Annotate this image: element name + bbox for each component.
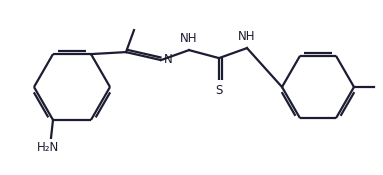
- Text: N: N: [164, 53, 173, 66]
- Text: S: S: [215, 84, 223, 97]
- Text: NH: NH: [238, 30, 256, 43]
- Text: H₂N: H₂N: [37, 141, 59, 154]
- Text: NH: NH: [180, 32, 198, 45]
